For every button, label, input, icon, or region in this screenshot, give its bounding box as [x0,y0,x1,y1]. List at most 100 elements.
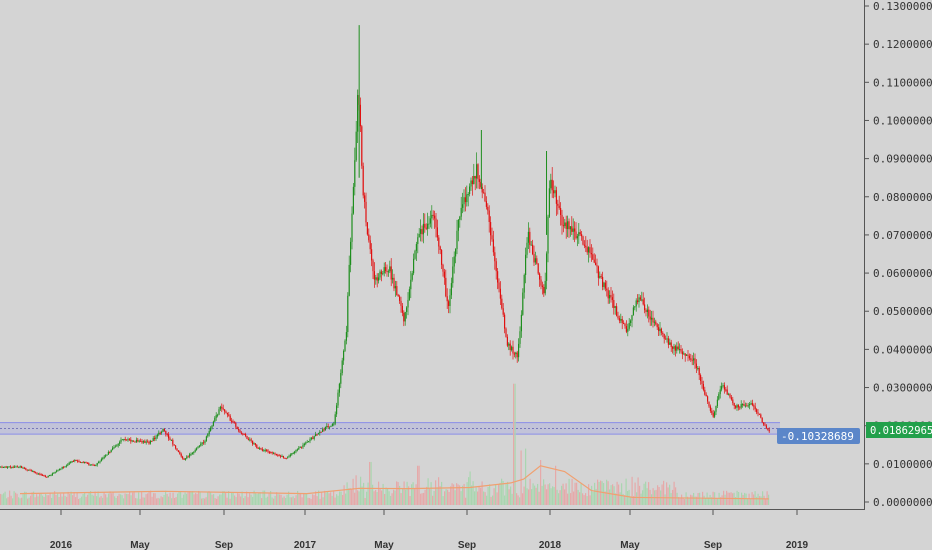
volume-bar [168,496,170,505]
volume-bar [621,483,623,505]
candle-body [747,405,749,407]
time-scale[interactable]: 2016 May Sep 2017 May Sep 2018 May Sep 2019 [50,510,809,550]
volume-bar [171,498,173,505]
candle-body [126,439,128,441]
volume-bar [420,493,422,505]
candle-body [322,429,324,432]
volume-bar [211,494,213,505]
volume-bar [664,494,666,505]
volume-bar [441,481,443,505]
candle-body [546,253,548,281]
volume-bar [340,491,342,505]
candle-body [508,343,510,346]
candle-body [515,352,517,355]
volume-bar [493,488,495,505]
candle-body [484,192,486,202]
volume-bar [489,484,491,505]
candle-body [198,445,200,447]
volume-bar [625,478,627,505]
volume-bar [534,485,536,505]
candle-body [761,417,763,423]
volume-bar [580,483,582,505]
volume-bar [334,497,336,505]
volume-bar [262,490,264,505]
candle-body [362,165,364,196]
volume-bar [45,493,47,505]
volume-bar [679,498,681,505]
volume-bar [372,484,374,505]
volume-bar [432,495,434,505]
candle-body [628,322,630,329]
volume-bar [585,493,587,505]
candle-body [572,228,574,232]
volume-bar [289,497,291,505]
volume-bar [82,493,84,505]
volume-bar [165,490,167,505]
volume-bar [643,483,645,505]
candle-body [253,443,255,445]
measure-badge: -0.10328689 [777,428,860,444]
volume-bar [588,484,590,505]
candle-body [756,409,758,413]
candle-body [225,411,227,413]
volume-bar [33,491,35,505]
volume-bar [454,490,456,505]
candle-body [172,439,174,445]
candle-body [12,466,14,468]
volume-bar [768,494,770,505]
candle-body [448,301,450,306]
candle-body [641,299,643,301]
candle-body [646,309,648,313]
candle-body [249,439,251,441]
volume-bar [555,465,557,505]
volume-bar [412,482,414,505]
time-tick-label: Sep [704,540,722,550]
candle-body [442,264,444,272]
candle-body [667,338,669,345]
volume-bar [129,491,131,505]
candle-body [231,420,233,422]
candle-body [200,443,202,446]
candle-body [268,451,270,453]
candle-body [11,466,13,468]
candle-body [217,414,219,416]
candle-body [431,214,433,219]
candle-body [677,346,679,350]
candle-body [343,350,345,361]
candle-body [456,230,458,250]
candle-body [214,417,216,422]
candle-body [413,258,415,274]
volume-bar [208,491,210,505]
volume-bar [685,492,687,505]
volume-bar [652,488,654,505]
volume-bar [408,486,410,505]
candle-body [179,452,181,454]
volume-bar [276,492,278,505]
price-tick-label: 0.00000000 [873,496,932,509]
candle-body [604,282,606,289]
candle-body [751,403,753,406]
candle-body [404,311,406,322]
volume-bar [52,493,54,505]
candle-body [368,234,370,241]
candle-body [327,426,329,428]
volume-bar [108,493,110,505]
candle-body [382,273,384,275]
volume-bar [394,490,396,505]
candle-body [226,412,228,415]
measure-value-label: -0.10328689 [781,430,854,443]
volume-bar [255,493,257,505]
volume-bar [762,491,764,505]
candle-body [714,411,716,417]
volume-bar [280,494,282,505]
candle-body [259,448,261,450]
volume-bar [300,493,302,505]
candlestick-series[interactable] [0,25,770,478]
candle-body [354,160,356,187]
candle-body [560,207,562,215]
candle-body [739,407,741,409]
range-band[interactable] [0,422,780,435]
